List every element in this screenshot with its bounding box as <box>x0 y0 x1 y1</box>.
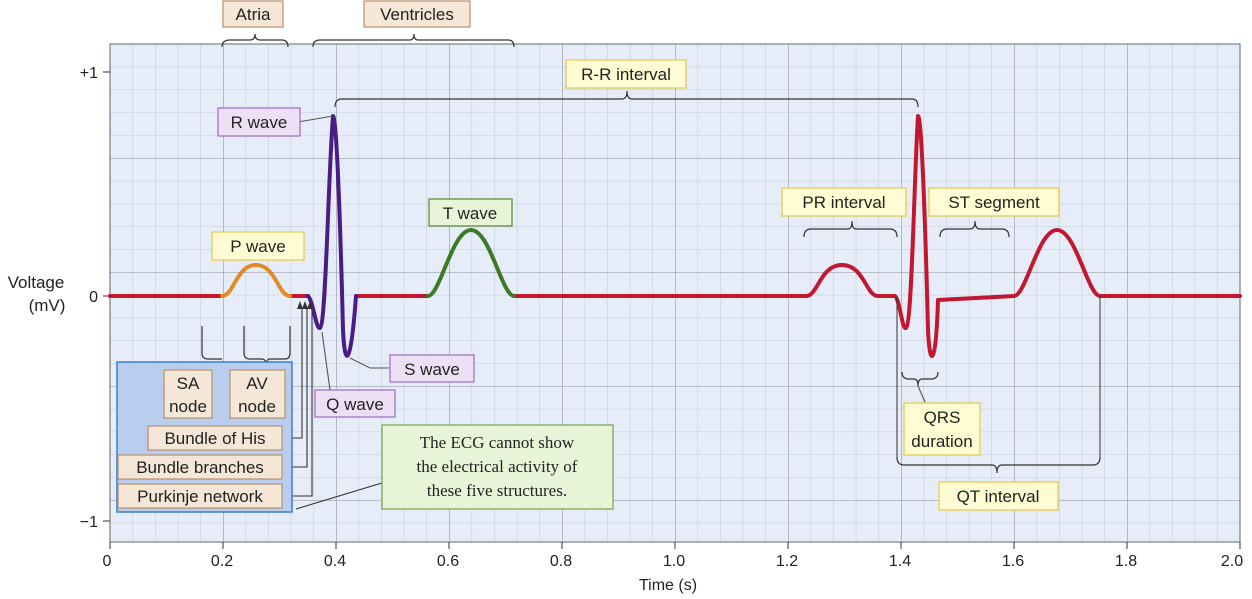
sa-node-label-line2: node <box>169 397 207 416</box>
x-tick-label: 1.4 <box>889 553 911 570</box>
x-tick-label: 0 <box>103 553 112 570</box>
st-segment-label-box <box>928 187 1060 217</box>
rr-interval-label: R-R interval <box>581 65 671 84</box>
purkinje-network-label: Purkinje network <box>137 487 263 506</box>
ecg-note-line2: the electrical activity of <box>417 457 578 476</box>
structure-boxes: SA node AV node Bundle of His Bundle bra… <box>117 369 286 509</box>
x-tick-labels: 0 0.2 0.4 0.6 0.8 1.0 1.2 1.4 1.6 1.8 2.… <box>103 553 1244 570</box>
bundle-of-his-label: Bundle of His <box>164 429 265 448</box>
rr-interval-label-box <box>565 59 687 89</box>
qrs-complex-trace <box>306 114 358 358</box>
x-tick-label: 1.6 <box>1002 553 1024 570</box>
p-wave-trace <box>220 262 292 298</box>
purkinje-network-box <box>117 483 283 509</box>
x-axis-ticks <box>109 542 1241 549</box>
r-wave-label: R wave <box>231 113 288 132</box>
atria-label-box <box>222 0 284 28</box>
r-wave-label-box <box>217 107 301 137</box>
pr-interval-label-box <box>781 187 907 217</box>
q-wave-label: Q wave <box>326 395 384 414</box>
t-wave-label: T wave <box>443 204 498 223</box>
av-node-label-line1: AV <box>246 374 268 393</box>
y-tick-label: +1 <box>80 65 98 82</box>
sa-node-bracket <box>201 326 222 360</box>
arrowheads <box>297 301 313 309</box>
p-wave-label-box <box>211 231 305 261</box>
y-tick-label: −1 <box>80 514 98 531</box>
t-wave-label-box <box>428 198 513 227</box>
y-axis-label-line2: (mV) <box>29 296 66 315</box>
qt-interval-bracket <box>896 456 1101 474</box>
ventricles-label-box <box>363 0 471 28</box>
ecg-note-line3: these five structures. <box>427 481 567 500</box>
rr-interval-bracket <box>334 90 919 108</box>
pointer-lines <box>297 115 926 403</box>
brackets <box>201 33 1101 474</box>
x-tick-label: 0.8 <box>550 553 572 570</box>
x-tick-label: 1.8 <box>1115 553 1137 570</box>
x-tick-label: 1.0 <box>663 553 685 570</box>
ecg-trace-baseline <box>108 114 1242 358</box>
guide-lines <box>896 296 1101 457</box>
s-wave-label-box <box>389 354 475 383</box>
q-wave-label-box <box>314 389 396 418</box>
y-axis-label-line1: Voltage <box>8 273 65 292</box>
sa-node-box <box>163 369 213 419</box>
sa-node-label-line1: SA <box>177 374 200 393</box>
atria-label: Atria <box>236 5 272 24</box>
st-segment-bracket <box>939 220 1010 238</box>
ventricles-label: Ventricles <box>380 5 454 24</box>
ecg-note-line1: The ECG cannot show <box>420 433 575 452</box>
pr-interval-bracket <box>803 220 898 238</box>
x-tick-label: 2.0 <box>1221 553 1243 570</box>
pr-interval-label: PR interval <box>802 193 885 212</box>
bundle-branches-label: Bundle branches <box>136 458 264 477</box>
p-wave-label: P wave <box>230 237 285 256</box>
qt-interval-label: QT interval <box>957 487 1040 506</box>
x-tick-label: 1.2 <box>776 553 798 570</box>
av-node-box <box>229 369 286 419</box>
bundle-of-his-box <box>147 425 283 451</box>
y-tick-label: 0 <box>89 289 98 306</box>
atria-bracket <box>221 33 289 48</box>
s-wave-label: S wave <box>404 360 460 379</box>
t-wave-trace <box>426 227 516 298</box>
x-tick-label: 0.6 <box>437 553 459 570</box>
x-tick-label: 0.2 <box>211 553 233 570</box>
st-segment-label: ST segment <box>948 193 1040 212</box>
x-axis-label: Time (s) <box>639 577 697 594</box>
qt-interval-label-box <box>938 481 1059 511</box>
qrs-duration-label-line1: QRS <box>924 408 961 427</box>
ecg-note-box <box>381 424 614 510</box>
bundle-branches-box <box>117 454 283 480</box>
qrs-duration-label-box <box>903 402 981 456</box>
ventricles-bracket <box>312 33 515 48</box>
x-tick-label: 0.4 <box>324 553 346 570</box>
qrs-duration-label-line2: duration <box>911 432 972 451</box>
av-node-label-line2: node <box>238 397 276 416</box>
